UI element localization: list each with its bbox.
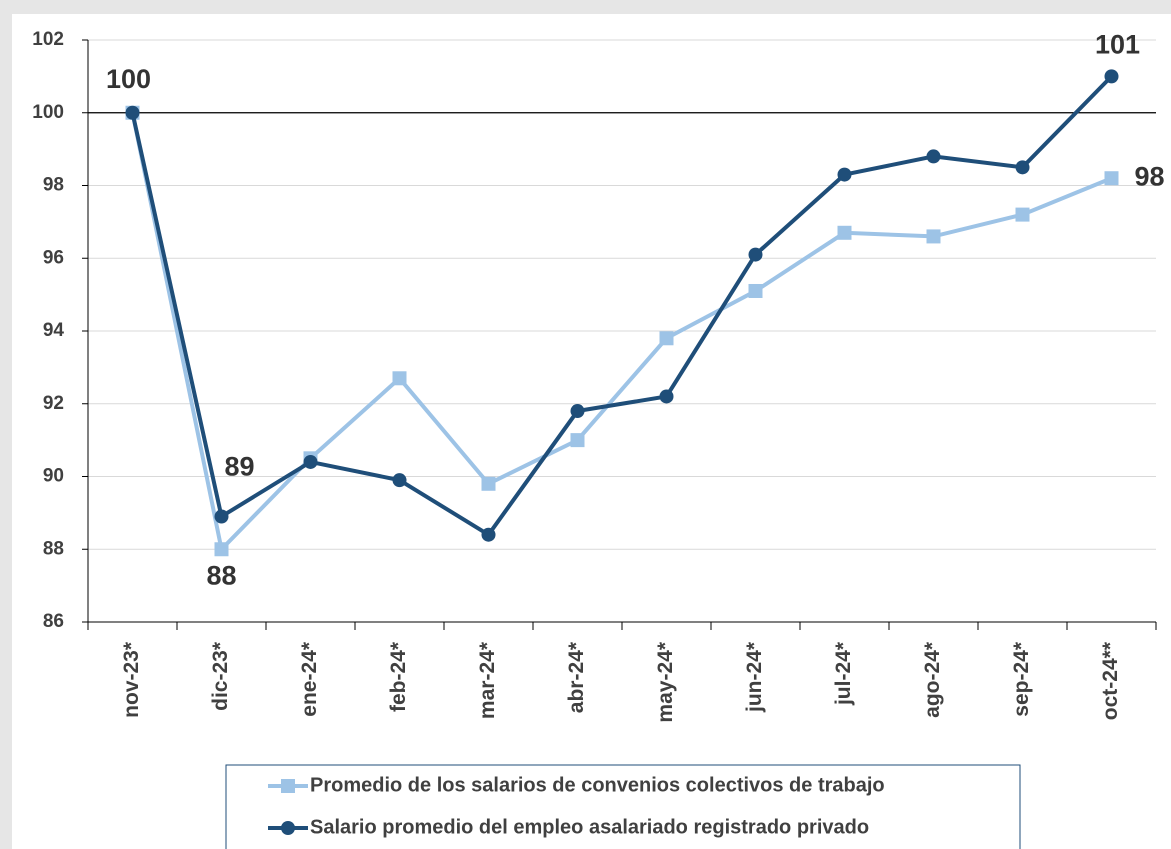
marker bbox=[1015, 160, 1030, 175]
data-label: 89 bbox=[224, 452, 254, 482]
x-tick-label: feb-24* bbox=[387, 641, 410, 712]
marker bbox=[1015, 207, 1030, 222]
y-tick-label: 92 bbox=[43, 393, 64, 414]
x-tick-label: jun-24* bbox=[743, 641, 766, 713]
marker bbox=[926, 229, 941, 244]
marker bbox=[659, 331, 674, 346]
data-label: 100 bbox=[106, 64, 151, 94]
legend: Promedio de los salarios de convenios co… bbox=[225, 764, 1021, 849]
x-tick-label: nov-23* bbox=[120, 641, 143, 718]
marker bbox=[214, 542, 229, 557]
y-tick-label: 102 bbox=[32, 29, 64, 50]
series-line bbox=[130, 74, 1113, 538]
x-tick-label: oct-24** bbox=[1099, 641, 1122, 720]
series-line bbox=[130, 112, 1113, 554]
y-tick-label: 88 bbox=[43, 538, 64, 559]
x-tick-label: mar-24* bbox=[476, 641, 499, 719]
marker bbox=[1104, 69, 1119, 84]
marker bbox=[303, 454, 318, 469]
marker bbox=[481, 527, 496, 542]
legend-marker bbox=[281, 779, 295, 793]
marker bbox=[748, 283, 763, 298]
marker bbox=[1104, 171, 1119, 186]
marker bbox=[837, 225, 852, 240]
data-label: 101 bbox=[1095, 30, 1140, 60]
y-tick-label: 94 bbox=[43, 320, 65, 341]
y-tick-label: 90 bbox=[43, 466, 64, 487]
marker bbox=[481, 476, 496, 491]
legend-box bbox=[225, 764, 1021, 849]
x-tick-label: may-24* bbox=[654, 641, 677, 722]
x-tick-label: abr-24* bbox=[565, 641, 588, 713]
legend-label: Promedio de los salarios de convenios co… bbox=[310, 774, 885, 796]
y-tick-label: 86 bbox=[43, 611, 64, 632]
chart-area bbox=[12, 14, 1171, 849]
x-tick-label: sep-24* bbox=[1010, 641, 1033, 717]
marker bbox=[570, 433, 585, 448]
y-tick-label: 96 bbox=[43, 247, 64, 268]
data-label: 98 bbox=[1134, 161, 1164, 191]
y-tick-label: 98 bbox=[43, 175, 64, 196]
legend-marker bbox=[281, 821, 295, 835]
marker bbox=[570, 404, 585, 419]
x-tick-label: jul-24* bbox=[832, 641, 855, 706]
x-tick-label: ago-24* bbox=[921, 641, 944, 718]
legend-label: Salario promedio del empleo asalariado r… bbox=[310, 816, 869, 838]
marker bbox=[214, 509, 229, 524]
x-tick-label: dic-23* bbox=[209, 641, 232, 711]
marker bbox=[392, 371, 407, 386]
marker bbox=[125, 105, 140, 120]
marker bbox=[748, 247, 763, 262]
marker bbox=[837, 167, 852, 182]
y-tick-label: 100 bbox=[32, 102, 64, 123]
marker bbox=[926, 149, 941, 164]
data-label: 88 bbox=[206, 560, 236, 590]
marker bbox=[392, 473, 407, 488]
marker bbox=[659, 389, 674, 404]
x-tick-label: ene-24* bbox=[298, 641, 321, 717]
